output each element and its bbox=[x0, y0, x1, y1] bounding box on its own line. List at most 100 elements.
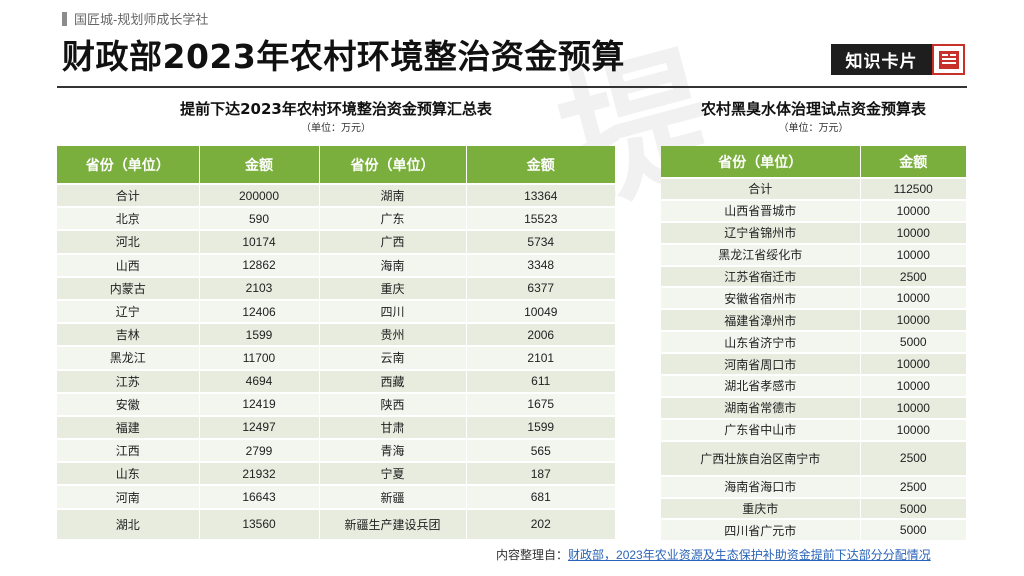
table-row: 河南省周口市 10000 bbox=[661, 353, 966, 377]
table-cell: 福建省漳州市 bbox=[661, 309, 861, 333]
table-cell: 202 bbox=[466, 508, 615, 541]
table-row: 内蒙古 2103 重庆 6377 bbox=[57, 276, 615, 301]
column-header: 省份（单位） bbox=[319, 146, 467, 185]
table-cell: 吉林 bbox=[57, 323, 200, 348]
table-cell: 10174 bbox=[199, 230, 320, 255]
table-cell: 5000 bbox=[860, 331, 966, 355]
source-link[interactable]: 财政部，2023年农业资源及生态保护补助资金提前下达部分分配情况 bbox=[568, 548, 931, 562]
table-cell: 12862 bbox=[199, 253, 320, 278]
table-cell: 新疆 bbox=[319, 485, 467, 510]
table-row: 重庆市 5000 bbox=[661, 497, 966, 521]
table-row: 湖南省常德市 10000 bbox=[661, 396, 966, 420]
table-cell: 甘肃 bbox=[319, 415, 467, 441]
source-note: 内容整理自：财政部，2023年农业资源及生态保护补助资金提前下达部分分配情况 bbox=[496, 546, 931, 563]
table-cell: 10000 bbox=[860, 287, 966, 311]
table-row: 江苏省宿迁市 2500 bbox=[661, 265, 966, 289]
table-cell: 21932 bbox=[199, 462, 320, 487]
table-cell: 安徽省宿州市 bbox=[661, 287, 861, 311]
table-row: 山东 21932 宁夏 187 bbox=[57, 462, 615, 487]
page-title: 财政部2023年农村环境整治资金预算 bbox=[62, 37, 625, 76]
table-cell: 4694 bbox=[199, 369, 320, 394]
table-cell: 10049 bbox=[466, 299, 615, 325]
table-cell: 贵州 bbox=[319, 323, 467, 348]
table-cell: 10000 bbox=[860, 309, 966, 333]
table-cell: 黑龙江 bbox=[57, 346, 200, 371]
table-cell: 湖北 bbox=[57, 508, 200, 541]
table-cell: 2799 bbox=[199, 439, 320, 464]
table-cell: 13560 bbox=[199, 508, 320, 541]
table-cell: 辽宁省锦州市 bbox=[661, 221, 861, 245]
table-cell: 590 bbox=[199, 207, 320, 232]
table-row: 辽宁 12406 四川 10049 bbox=[57, 299, 615, 325]
table-cell: 新疆生产建设兵团 bbox=[319, 508, 467, 541]
table-cell: 重庆 bbox=[319, 276, 467, 301]
table-cell: 云南 bbox=[319, 346, 467, 371]
table-cell: 11700 bbox=[199, 346, 320, 371]
table-cell: 10000 bbox=[860, 353, 966, 377]
table-row: 江西 2799 青海 565 bbox=[57, 439, 615, 464]
table-cell: 1599 bbox=[466, 415, 615, 441]
table-cell: 16643 bbox=[199, 485, 320, 510]
table-row: 广东省中山市 10000 bbox=[661, 418, 966, 442]
table-cell: 辽宁 bbox=[57, 299, 200, 325]
table-row: 山东省济宁市 5000 bbox=[661, 331, 966, 355]
brand-label: 国匠城-规划师成长学社 bbox=[62, 9, 208, 28]
table-cell: 陕西 bbox=[319, 392, 467, 417]
table-cell: 1599 bbox=[199, 323, 320, 348]
table-cell: 宁夏 bbox=[319, 462, 467, 487]
table-cell: 内蒙古 bbox=[57, 276, 200, 301]
table-row: 安徽省宿州市 10000 bbox=[661, 287, 966, 311]
table-cell: 187 bbox=[466, 462, 615, 487]
table-cell: 6377 bbox=[466, 276, 615, 301]
table-cell: 12497 bbox=[199, 415, 320, 441]
knowledge-card-badge: 知识卡片 bbox=[831, 44, 965, 75]
table-row: 安徽 12419 陕西 1675 bbox=[57, 392, 615, 417]
table-cell: 安徽 bbox=[57, 392, 200, 417]
table-row: 山西省晋城市 10000 bbox=[661, 199, 966, 223]
table-cell: 2500 bbox=[860, 475, 966, 499]
table-cell: 山东 bbox=[57, 462, 200, 487]
table-cell: 10000 bbox=[860, 199, 966, 223]
table-cell: 12419 bbox=[199, 392, 320, 417]
card-label: 知识卡片 bbox=[831, 44, 932, 75]
table-cell: 10000 bbox=[860, 375, 966, 398]
left-table-unit: （单位：万元） bbox=[301, 123, 371, 134]
table-row: 合计 112500 bbox=[661, 178, 966, 201]
table-cell: 四川省广元市 bbox=[661, 519, 861, 543]
table-cell: 12406 bbox=[199, 299, 320, 325]
table-cell: 山东省济宁市 bbox=[661, 331, 861, 355]
column-header: 金额 bbox=[860, 146, 966, 179]
table-cell: 海南 bbox=[319, 253, 467, 278]
document-icon bbox=[932, 44, 965, 75]
table-cell: 合计 bbox=[57, 184, 200, 209]
column-header: 省份（单位） bbox=[661, 146, 861, 179]
budget-summary-table: 省份（单位） 金额 省份（单位） 金额 合计 200000 湖南 13364 北京 590… bbox=[57, 146, 615, 541]
table-row: 四川省广元市 5000 bbox=[661, 519, 966, 543]
table-cell: 10000 bbox=[860, 396, 966, 420]
table-cell: 河南省周口市 bbox=[661, 353, 861, 377]
table-cell: 湖南 bbox=[319, 184, 467, 209]
table-header-row: 省份（单位） 金额 bbox=[661, 146, 966, 179]
table-cell: 10000 bbox=[860, 418, 966, 442]
table-cell: 10000 bbox=[860, 243, 966, 267]
table-cell: 江苏 bbox=[57, 369, 200, 394]
brand-text: 国匠城-规划师成长学社 bbox=[74, 12, 209, 27]
table-row: 江苏 4694 西藏 611 bbox=[57, 369, 615, 394]
table-row: 吉林 1599 贵州 2006 bbox=[57, 323, 615, 348]
table-cell: 112500 bbox=[860, 178, 966, 201]
table-cell: 广东省中山市 bbox=[661, 418, 861, 442]
table-row: 黑龙江省绥化市 10000 bbox=[661, 243, 966, 267]
table-cell: 福建 bbox=[57, 415, 200, 441]
table-cell: 广东 bbox=[319, 207, 467, 232]
table-cell: 5000 bbox=[860, 497, 966, 521]
table-cell: 2103 bbox=[199, 276, 320, 301]
table-cell: 3348 bbox=[466, 253, 615, 278]
table-cell: 山西省晋城市 bbox=[661, 199, 861, 223]
table-cell: 海南省海口市 bbox=[661, 475, 861, 499]
table-row: 福建省漳州市 10000 bbox=[661, 309, 966, 333]
table-row: 北京 590 广东 15523 bbox=[57, 207, 615, 232]
column-header: 省份（单位） bbox=[57, 146, 200, 185]
table-cell: 重庆市 bbox=[661, 497, 861, 521]
table-cell: 河南 bbox=[57, 485, 200, 510]
table-cell: 湖南省常德市 bbox=[661, 396, 861, 420]
